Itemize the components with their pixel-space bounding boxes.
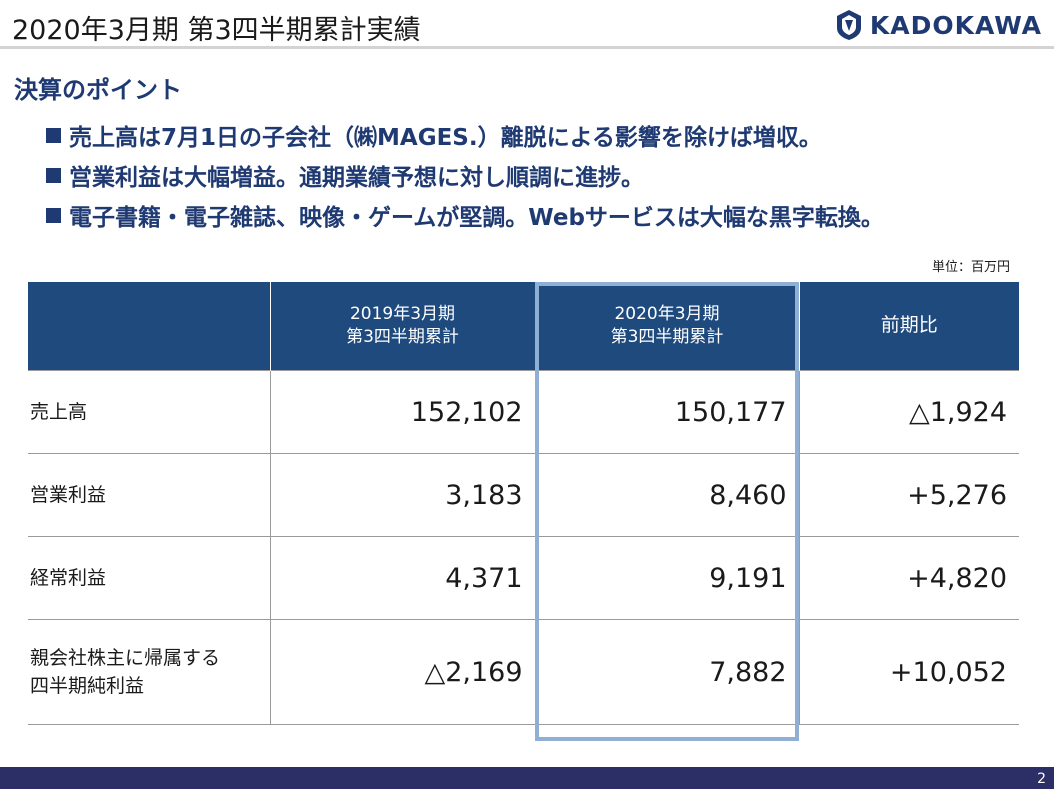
key-point-item: 営業利益は大幅増益。通期業績予想に対し順調に進捗。 — [46, 155, 884, 195]
page-title: 2020年3月期 第3四半期累計実績 — [12, 15, 421, 46]
title-divider — [0, 46, 1054, 49]
kadokawa-logo: KADOKAWA — [834, 9, 1042, 41]
prev-value: 3,183 — [270, 453, 536, 537]
header-prev-period: 2019年3月期 第3四半期累計 — [270, 282, 536, 371]
diff-value: +10,052 — [799, 619, 1019, 725]
results-table: 2019年3月期 第3四半期累計 2020年3月期 第3四半期累計 前期比 売上高 … — [28, 282, 1019, 725]
curr-value: 8,460 — [535, 453, 800, 537]
diff-value: △1,924 — [799, 370, 1019, 454]
diff-value: +5,276 — [799, 453, 1019, 537]
square-bullet-icon — [46, 127, 61, 143]
key-point-text: 売上高は7月1日の子会社（㈱MAGES.）離脱による影響を除けば増収。 — [69, 125, 822, 151]
logo-text: KADOKAWA — [869, 10, 1042, 40]
table-header-row: 2019年3月期 第3四半期累計 2020年3月期 第3四半期累計 前期比 — [28, 282, 1019, 371]
section-heading: 決算のポイント — [14, 76, 182, 104]
header-empty-cell — [28, 282, 271, 371]
row-label: 経常利益 — [28, 536, 271, 620]
prev-value: △2,169 — [270, 619, 536, 725]
key-point-item: 電子書籍・電子雑誌、映像・ゲームが堅調。Webサービスは大幅な黒字転換。 — [46, 195, 884, 235]
header-yoy: 前期比 — [799, 282, 1019, 371]
table-row: 売上高 152,102 150,177 △1,924 — [28, 370, 1019, 454]
prev-value: 4,371 — [270, 536, 536, 620]
key-points-list: 売上高は7月1日の子会社（㈱MAGES.）離脱による影響を除けば増収。 営業利益… — [46, 115, 884, 235]
row-label: 親会社株主に帰属する 四半期純利益 — [28, 619, 271, 725]
footer-bar: 2 — [0, 767, 1054, 789]
key-point-item: 売上高は7月1日の子会社（㈱MAGES.）離脱による影響を除けば増収。 — [46, 115, 884, 155]
table-row: 営業利益 3,183 8,460 +5,276 — [28, 453, 1019, 537]
curr-value: 9,191 — [535, 536, 800, 620]
kadokawa-emblem-icon — [836, 10, 861, 40]
header-curr-period: 2020年3月期 第3四半期累計 — [535, 282, 800, 371]
table-row: 経常利益 4,371 9,191 +4,820 — [28, 536, 1019, 620]
key-point-text: 営業利益は大幅増益。通期業績予想に対し順調に進捗。 — [69, 165, 644, 191]
key-point-text: 電子書籍・電子雑誌、映像・ゲームが堅調。Webサービスは大幅な黒字転換。 — [69, 205, 884, 231]
prev-value: 152,102 — [270, 370, 536, 454]
square-bullet-icon — [46, 167, 61, 183]
curr-value: 7,882 — [535, 619, 800, 725]
curr-value: 150,177 — [535, 370, 800, 454]
row-label: 売上高 — [28, 370, 271, 454]
unit-label: 単位：百万円 — [931, 260, 1010, 275]
page-number: 2 — [1037, 771, 1046, 787]
square-bullet-icon — [46, 207, 61, 223]
diff-value: +4,820 — [799, 536, 1019, 620]
row-label: 営業利益 — [28, 453, 271, 537]
table-row: 親会社株主に帰属する 四半期純利益 △2,169 7,882 +10,052 — [28, 619, 1019, 725]
